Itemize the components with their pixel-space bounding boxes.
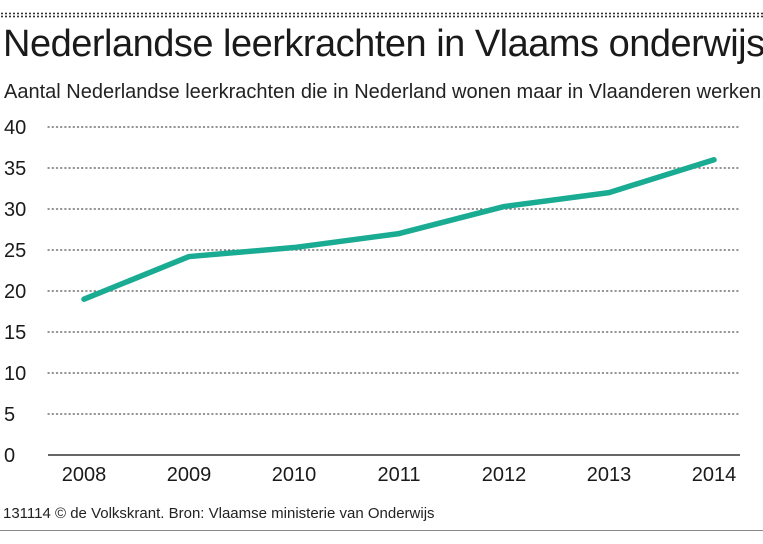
gridlines: [47, 126, 741, 456]
y-tick-label: 15: [4, 322, 26, 344]
y-tick-label: 30: [4, 199, 26, 221]
source-footer: 131114 © de Volkskrant. Bron: Vlaamse mi…: [3, 505, 435, 522]
y-tick-label: 40: [4, 117, 26, 139]
top-dotted-rule: [0, 12, 763, 18]
x-tick-label: 2009: [167, 464, 212, 486]
y-tick-label: 10: [4, 363, 26, 385]
y-tick-label: 0: [4, 445, 15, 467]
y-tick-label: 25: [4, 240, 26, 262]
x-tick-label: 2008: [62, 464, 107, 486]
y-tick-label: 35: [4, 158, 26, 180]
y-axis-ticks: 0 5 10 15 20 25 30 35 40: [4, 117, 26, 467]
line-chart: 0 5 10 15 20 25 30 35 40 2008 2009 2010 2011 2012 201…: [4, 117, 741, 486]
x-axis-ticks: 2008 2009 2010 2011 2012 2013 2014: [62, 464, 737, 486]
x-tick-label: 2012: [482, 464, 527, 486]
x-tick-label: 2014: [692, 464, 737, 486]
data-point: [501, 204, 507, 210]
x-tick-label: 2013: [587, 464, 632, 486]
series-layer: [81, 157, 717, 302]
data-point: [606, 190, 612, 196]
chart-title: Nederlandse leerkrachten in Vlaams onder…: [3, 23, 763, 65]
data-point: [291, 245, 297, 251]
data-point: [186, 254, 192, 260]
data-point: [396, 231, 402, 237]
series-line: [81, 157, 717, 302]
y-tick-label: 5: [4, 404, 15, 426]
x-tick-label: 2010: [272, 464, 317, 486]
y-tick-label: 20: [4, 281, 26, 303]
bottom-rule: [0, 530, 763, 531]
data-point: [81, 296, 87, 302]
data-point: [711, 157, 717, 163]
x-tick-label: 2011: [377, 464, 420, 486]
chart-subtitle: Aantal Nederlandse leerkrachten die in N…: [4, 81, 763, 103]
